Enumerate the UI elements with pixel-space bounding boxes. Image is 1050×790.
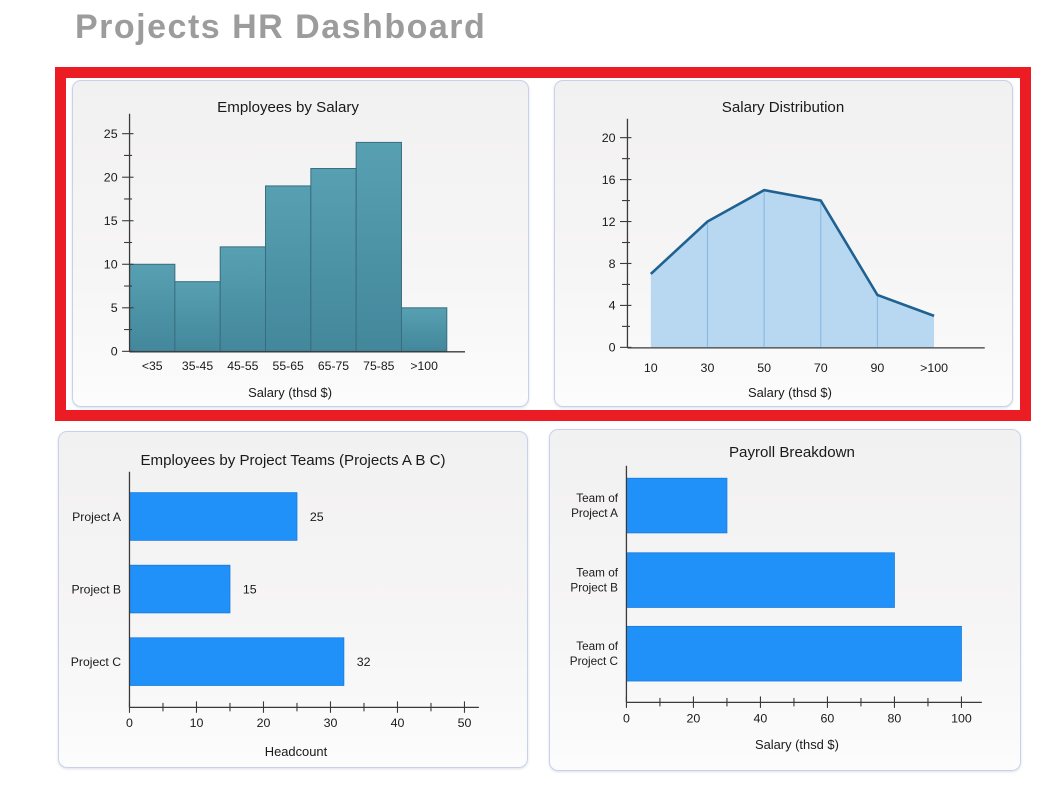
- y-tick-label: 0: [609, 341, 616, 355]
- y-tick-label: 15: [104, 214, 118, 228]
- bar-0: [129, 492, 298, 541]
- x-category-label: 75-85: [363, 359, 394, 373]
- bar-1: [174, 281, 221, 352]
- bar-value-label: 32: [357, 655, 371, 669]
- bar-value-label: 25: [310, 510, 324, 524]
- x-tick-label: 100: [951, 711, 972, 725]
- area-shape: [650, 190, 935, 348]
- x-tick-label: 30: [701, 361, 715, 375]
- panel-salary-distribution: Salary Distribution 0 4 8 12 16 20 10 30 50 70 90 >1…: [554, 80, 1013, 407]
- x-category-label: 65-75: [318, 359, 349, 373]
- x-axis-label: Salary (thsd $): [748, 385, 832, 400]
- y-category-label: Project A: [72, 510, 122, 524]
- panel-payroll-breakdown: Payroll Breakdown Team of Project A Team of…: [549, 429, 1021, 771]
- x-tick-label: 20: [257, 716, 271, 730]
- x-axis-label: Salary (thsd $): [755, 737, 839, 752]
- y-tick-label: 16: [602, 173, 616, 187]
- bar-2: [626, 625, 962, 682]
- y-category-label: Team of Project A: [571, 492, 619, 520]
- x-tick-label: 50: [458, 716, 472, 730]
- chart-title: Salary Distribution: [722, 99, 844, 116]
- x-category-label: 55-65: [273, 359, 304, 373]
- panel-employees-by-salary: Employees by Salary <35 35-45 45-55 55-65 65-…: [72, 80, 529, 407]
- x-tick-label: 0: [623, 711, 630, 725]
- x-axis-label: Salary (thsd $): [248, 385, 332, 400]
- y-tick-label: 20: [602, 131, 616, 145]
- page-title: Projects HR Dashboard: [75, 8, 487, 46]
- x-tick-label: >100: [920, 361, 948, 375]
- x-tick-label: 50: [757, 361, 771, 375]
- y-category-label: Project C: [71, 655, 121, 669]
- bar-6: [400, 307, 448, 352]
- y-tick-label: 8: [609, 257, 616, 271]
- y-category-label: Team of Project C: [570, 640, 619, 668]
- chart-title: Employees by Project Teams (Projects A B…: [140, 452, 445, 469]
- bar-value-label: 15: [243, 582, 257, 596]
- chart-salary-distribution: Salary Distribution 0 4 8 12 16 20 10 30 50 70 90 >1…: [602, 99, 985, 400]
- bar-1: [626, 552, 895, 608]
- bar-2: [129, 637, 345, 686]
- y-tick-label: 5: [111, 301, 118, 315]
- x-category-label: <35: [142, 359, 163, 373]
- panel-employees-by-project-teams: Employees by Project Teams (Projects A B…: [58, 431, 528, 768]
- bar-0: [129, 263, 176, 352]
- x-category-label: 35-45: [182, 359, 213, 373]
- bar-3: [265, 185, 312, 352]
- x-tick-label: 10: [190, 716, 204, 730]
- y-tick-label: 10: [104, 258, 118, 272]
- x-tick-label: 30: [324, 716, 338, 730]
- y-tick-label: 0: [111, 345, 118, 359]
- x-tick-label: 60: [821, 711, 835, 725]
- chart-title: Payroll Breakdown: [729, 444, 855, 461]
- area-line: [649, 188, 935, 318]
- y-tick-label: 25: [104, 127, 118, 141]
- chart-employees-by-salary: Employees by Salary <35 35-45 45-55 55-65 65-…: [104, 99, 465, 400]
- bar-0: [626, 477, 728, 534]
- y-category-label: Project B: [71, 582, 121, 596]
- x-tick-label: 90: [871, 361, 885, 375]
- y-tick-label: 20: [104, 170, 118, 184]
- bar-2: [219, 246, 267, 352]
- bar-1: [129, 564, 231, 614]
- x-tick-label: 10: [644, 361, 658, 375]
- bar-4: [310, 168, 357, 352]
- bar-5: [355, 141, 402, 352]
- y-category-label: Team of Project B: [570, 567, 618, 595]
- x-tick-label: 0: [126, 716, 133, 730]
- x-tick-label: 80: [888, 711, 902, 725]
- x-axis-label: Headcount: [265, 744, 328, 759]
- x-tick-label: 70: [814, 361, 828, 375]
- chart-payroll-breakdown: Payroll Breakdown Team of Project A Team of…: [570, 444, 982, 752]
- x-tick-label: 20: [687, 711, 701, 725]
- y-tick-label: 4: [609, 299, 616, 313]
- x-tick-label: 40: [391, 716, 405, 730]
- x-category-label: 45-55: [227, 359, 258, 373]
- x-tick-label: 40: [754, 711, 768, 725]
- chart-title: Employees by Salary: [217, 99, 359, 116]
- chart-employees-by-project-teams: Employees by Project Teams (Projects A B…: [71, 452, 479, 759]
- y-tick-label: 12: [602, 215, 616, 229]
- x-category-label: >100: [410, 359, 438, 373]
